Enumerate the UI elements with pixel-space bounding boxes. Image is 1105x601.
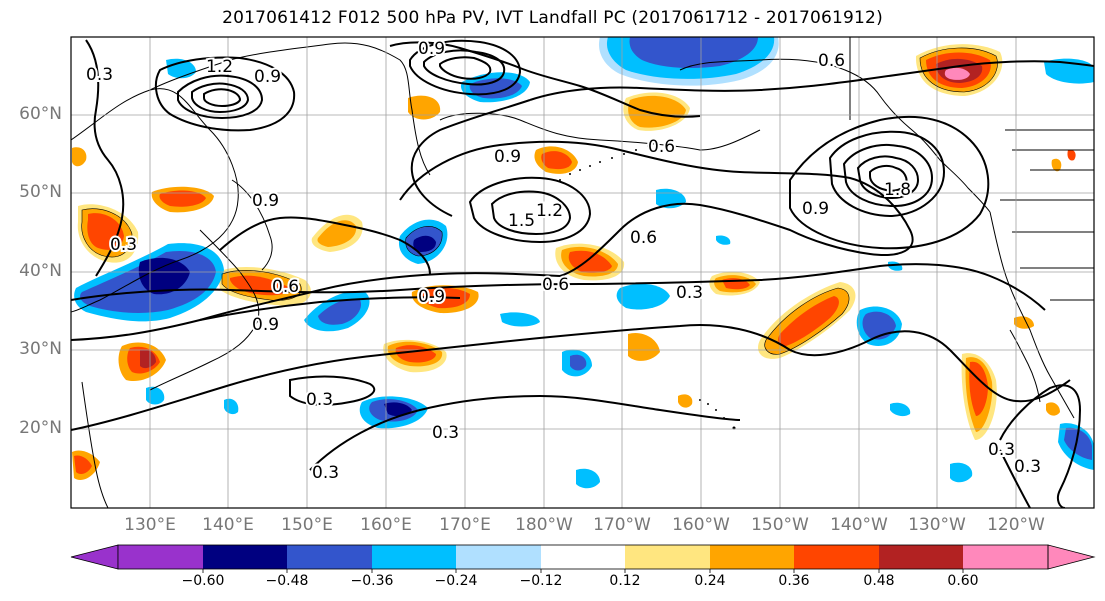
contour-label: 0.6 [818, 51, 845, 71]
colorbar-bin [879, 545, 963, 569]
lon-label: 160°W [672, 515, 730, 535]
lon-label: 170°E [439, 515, 491, 535]
colorbar-tick: 0.24 [694, 573, 726, 589]
contour-label: 0.9 [254, 67, 281, 87]
colorbar-bin [118, 545, 203, 569]
contour-label: 0.3 [988, 440, 1015, 460]
contour-label: 0.6 [272, 277, 299, 297]
lon-label: 130°W [908, 515, 966, 535]
contour-label: 0.3 [432, 423, 459, 443]
colorbar-bin [372, 545, 456, 569]
lat-label-50n: 50°N [19, 182, 62, 202]
fill-outlines [81, 47, 998, 355]
contour-labels: 0.6 0.6 0.6 0.6 0.6 0.9 0.9 0.9 0.9 0.9 … [84, 37, 1043, 485]
contour-label: 0.3 [306, 390, 333, 410]
colorbar-tick: −0.12 [519, 573, 563, 589]
colorbar-bin [541, 545, 625, 569]
colorbar-bin [625, 545, 710, 569]
contour-label: 0.3 [110, 235, 137, 255]
negative-pv-anomalies [74, 37, 1094, 489]
colorbar-bin [203, 545, 287, 569]
contour-label: 0.6 [648, 137, 675, 157]
colorbar-bin [287, 545, 372, 569]
lon-label: 150°W [751, 515, 809, 535]
map-border [70, 36, 1095, 509]
colorbar-tick: 0.60 [947, 573, 979, 589]
colorbar-tick: 0.48 [863, 573, 895, 589]
colorbar-tick: −0.24 [434, 573, 478, 589]
colorbar-tick: −0.60 [181, 573, 225, 589]
lon-label: 140°W [830, 515, 888, 535]
lat-label-40n: 40°N [19, 261, 62, 281]
lon-label: 120°W [987, 515, 1045, 535]
colorbar-bin [794, 545, 879, 569]
lon-label: 140°E [202, 515, 254, 535]
colorbar-frame [117, 544, 1049, 570]
colorbar-bin [710, 545, 794, 569]
contour-label: 0.9 [802, 199, 829, 219]
contour-label: 0.9 [252, 191, 279, 211]
contour-label: 0.9 [494, 147, 521, 167]
colorbar-bin [456, 545, 541, 569]
lon-label: 160°E [360, 515, 412, 535]
colorbar-tick: 0.12 [609, 573, 641, 589]
contour-label: 0.9 [418, 39, 445, 59]
map-title: 2017061412 F012 500 hPa PV, IVT Landfall… [222, 8, 883, 28]
lat-label-20n: 20°N [19, 418, 62, 438]
contour-label: 0.3 [1014, 457, 1041, 477]
contour-label: 1.2 [536, 201, 563, 221]
lon-label: 180°W [515, 515, 573, 535]
colorbar-tick: −0.36 [350, 573, 394, 589]
contour-label: 0.3 [312, 463, 339, 483]
contour-label: 0.3 [86, 65, 113, 85]
lon-label: 170°W [593, 515, 651, 535]
contour-label: 0.6 [542, 275, 569, 295]
contour-label: 1.8 [884, 180, 911, 200]
colorbar-tick: −0.48 [265, 573, 309, 589]
lon-label: 150°E [281, 515, 333, 535]
contour-label: 1.5 [508, 211, 535, 231]
lat-label-60n: 60°N [19, 104, 62, 124]
colorbar [70, 544, 1096, 573]
pv-contours [71, 39, 1094, 508]
colorbar-min-arrow [70, 544, 119, 570]
contour-label: 0.3 [676, 283, 703, 303]
lat-label-30n: 30°N [19, 339, 62, 359]
contour-label: 0.9 [252, 315, 279, 335]
lon-label: 130°E [124, 515, 176, 535]
colorbar-max-arrow [1047, 544, 1096, 570]
contour-label: 0.9 [418, 287, 445, 307]
positive-pv-anomalies [72, 44, 1076, 481]
contour-label: 1.2 [206, 57, 233, 77]
colorbar-tick: 0.36 [778, 573, 810, 589]
contour-label: 0.6 [630, 228, 657, 248]
colorbar-bin [963, 545, 1048, 569]
